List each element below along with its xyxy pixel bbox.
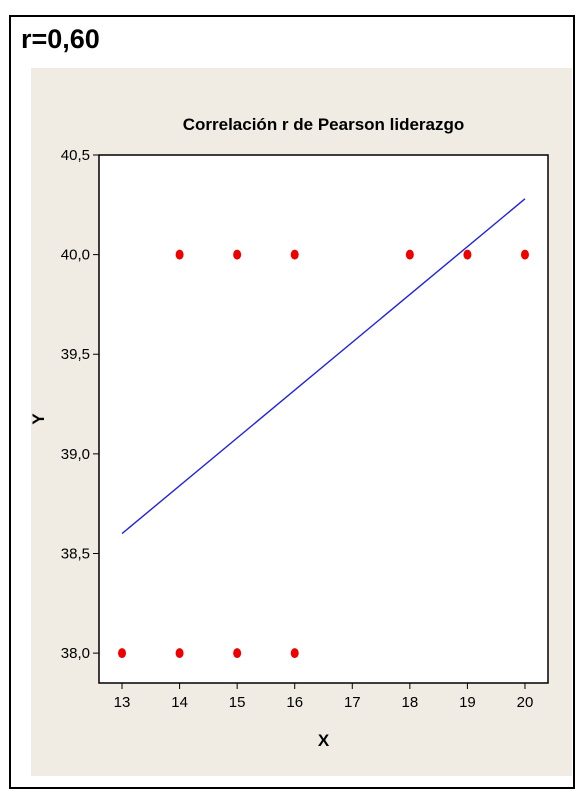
data-point bbox=[233, 249, 242, 260]
data-point bbox=[290, 648, 299, 659]
regression-line bbox=[121, 198, 526, 535]
x-tick-label: 14 bbox=[171, 694, 188, 711]
data-point bbox=[520, 249, 529, 260]
y-tick-label: 39,0 bbox=[61, 446, 90, 463]
data-point bbox=[233, 648, 242, 659]
data-point bbox=[290, 249, 299, 260]
x-tick-label: 20 bbox=[517, 694, 534, 711]
data-points bbox=[118, 249, 529, 659]
x-tick-label: 17 bbox=[344, 694, 361, 711]
y-tick-label: 39,5 bbox=[61, 346, 90, 363]
x-tick-label: 18 bbox=[402, 694, 419, 711]
chart-title: Correlación r de Pearson liderazgo bbox=[183, 115, 465, 134]
data-point bbox=[118, 648, 127, 659]
correlation-label: r=0,60 bbox=[21, 24, 100, 54]
x-tick-label: 13 bbox=[114, 694, 131, 711]
plot-area bbox=[98, 154, 549, 684]
data-point bbox=[175, 648, 184, 659]
y-tick-label: 40,0 bbox=[61, 247, 90, 264]
data-point bbox=[175, 249, 184, 260]
x-axis-label: X bbox=[318, 731, 330, 750]
x-axis: 13 14 15 16 17 18 19 20 bbox=[114, 683, 534, 711]
data-point bbox=[463, 249, 472, 260]
y-axis-label: Y bbox=[29, 413, 48, 425]
y-tick-label: 38,5 bbox=[61, 545, 90, 562]
x-tick-label: 19 bbox=[459, 694, 476, 711]
y-tick-label: 40,5 bbox=[61, 147, 90, 164]
y-tick-label: 38,0 bbox=[61, 645, 90, 662]
x-tick-label: 16 bbox=[286, 694, 303, 711]
data-point bbox=[405, 249, 414, 260]
y-axis: 38,0 38,5 39,0 39,5 40,0 40,5 bbox=[61, 147, 99, 662]
x-tick-label: 15 bbox=[229, 694, 246, 711]
